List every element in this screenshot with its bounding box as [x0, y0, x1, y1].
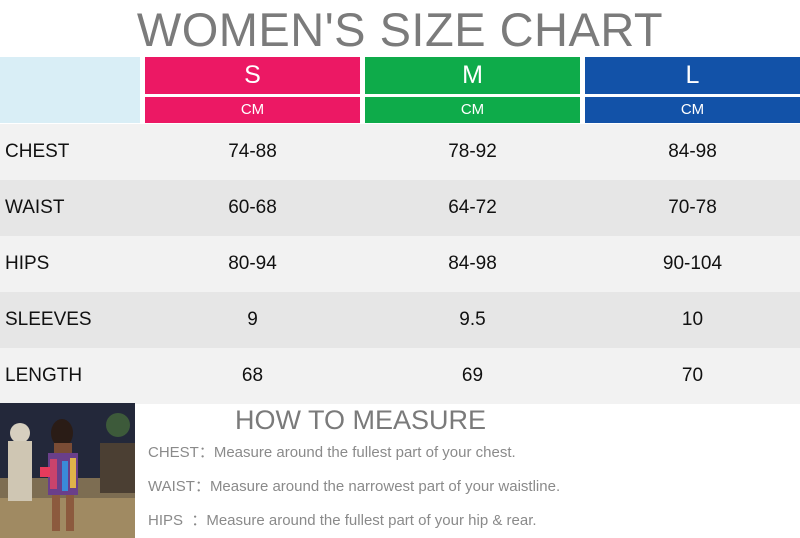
size-header-m: M — [365, 57, 580, 94]
table-cell: 9 — [247, 309, 258, 330]
table-cell: 10 — [681, 309, 704, 330]
table-row-chest: CHEST 74-88 78-92 84-98 — [0, 124, 800, 180]
table-cell: 70-78 — [668, 197, 717, 218]
table-cell: 9.5 — [459, 309, 486, 330]
row-label: LENGTH — [5, 365, 83, 386]
table-cell: 80-94 — [228, 253, 277, 274]
row-label: CHEST — [5, 141, 70, 162]
measure-waist-text: WAIST：Measure around the narrowest part … — [148, 478, 561, 495]
measure-hips-text: HIPS ：Measure around the fullest part of… — [148, 512, 537, 529]
how-to-measure-title: HOW TO MEASURE — [235, 405, 487, 435]
table-row-sleeves: SLEEVES 9 9.5 10 — [0, 292, 800, 348]
size-chart-title: WOMEN'S SIZE CHART — [136, 3, 664, 56]
table-cell: 78-92 — [448, 141, 497, 162]
table-row-waist: WAIST 60-68 64-72 70-78 — [0, 180, 800, 236]
table-cell: 64-72 — [448, 197, 497, 218]
table-cell: 68 — [241, 365, 264, 386]
header-corner-cell — [0, 57, 140, 123]
unit-header-l: CM — [585, 97, 800, 123]
table-row-hips: HIPS 80-94 84-98 90-104 — [0, 236, 800, 292]
measure-chest-text: CHEST：Measure around the fullest part of… — [148, 444, 516, 461]
table-cell: 74-88 — [228, 141, 277, 162]
table-cell: 70 — [681, 365, 704, 386]
model-photo — [0, 403, 135, 538]
table-cell: 60-68 — [228, 197, 277, 218]
row-label: SLEEVES — [5, 309, 92, 330]
row-label: WAIST — [5, 197, 65, 218]
table-cell: 90-104 — [662, 253, 723, 274]
table-cell: 84-98 — [448, 253, 497, 274]
size-header-l: L — [585, 57, 800, 94]
row-label: HIPS — [5, 253, 50, 274]
unit-header-s: CM — [145, 97, 360, 123]
table-cell: 69 — [461, 365, 484, 386]
table-cell: 84-98 — [668, 141, 717, 162]
unit-header-m: CM — [365, 97, 580, 123]
table-row-length: LENGTH 68 69 70 — [0, 348, 800, 404]
size-header-s: S — [145, 57, 360, 94]
